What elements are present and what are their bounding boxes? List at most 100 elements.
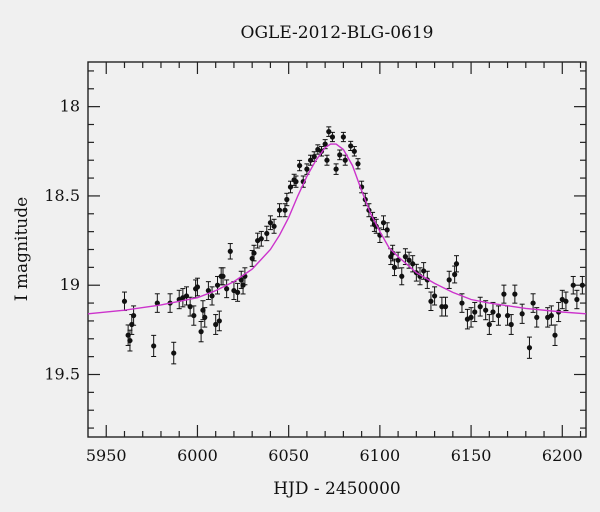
data-point <box>234 282 241 302</box>
data-marker <box>574 296 580 303</box>
data-marker <box>490 309 496 315</box>
data-marker <box>570 282 576 288</box>
data-marker <box>333 166 339 172</box>
data-marker <box>258 236 264 242</box>
data-point <box>442 296 449 317</box>
data-marker <box>238 277 244 283</box>
x-tick-label: 6000 <box>177 446 218 465</box>
data-point <box>490 301 496 323</box>
data-marker <box>213 321 219 328</box>
data-marker <box>486 321 492 328</box>
x-tick-labels: 5950 6000 6050 6100 6150 6200 <box>86 446 583 465</box>
data-marker <box>249 255 255 262</box>
data-point <box>267 215 274 231</box>
data-marker <box>355 161 361 167</box>
plot-frame <box>87 61 587 438</box>
data-point <box>446 270 452 289</box>
y-tick-label: 19 <box>60 275 80 294</box>
data-marker <box>579 282 585 288</box>
data-marker <box>459 300 465 306</box>
data-point <box>180 288 186 308</box>
data-point <box>271 218 277 234</box>
data-point <box>304 163 310 175</box>
data-point <box>519 303 525 324</box>
data-marker <box>548 312 554 319</box>
data-marker <box>125 332 131 338</box>
data-point <box>151 334 157 357</box>
data-marker <box>284 196 290 203</box>
data-point <box>512 284 518 304</box>
data-point <box>486 314 492 335</box>
data-point <box>552 324 558 346</box>
data-point <box>410 255 416 273</box>
data-marker <box>342 157 348 163</box>
data-point <box>431 286 438 306</box>
y-axis-label: I magnitude <box>12 197 32 301</box>
data-point <box>563 291 569 312</box>
data-point <box>264 225 270 242</box>
data-point <box>351 146 357 157</box>
data-point <box>402 248 409 266</box>
data-marker <box>326 129 332 135</box>
x-axis-label: HJD - 2450000 <box>273 479 401 499</box>
data-point <box>579 275 585 295</box>
data-marker <box>293 179 299 185</box>
y-tick-label: 18 <box>60 97 80 116</box>
data-point <box>224 279 230 299</box>
data-point <box>504 305 511 326</box>
data-point <box>121 291 128 312</box>
data-point <box>333 163 339 175</box>
data-marker <box>151 343 157 349</box>
data-marker <box>251 250 257 256</box>
data-point <box>242 267 248 286</box>
x-tick-label: 6100 <box>360 446 401 465</box>
data-marker <box>337 152 343 158</box>
data-marker <box>477 304 483 310</box>
data-marker <box>264 230 270 237</box>
data-marker <box>322 141 328 147</box>
data-marker <box>391 264 398 270</box>
data-point <box>255 232 261 249</box>
data-marker <box>504 312 511 319</box>
data-point <box>183 286 190 306</box>
data-point <box>258 230 264 247</box>
data-marker <box>399 273 405 279</box>
data-marker <box>519 311 525 317</box>
data-marker <box>526 345 533 351</box>
data-point <box>355 158 361 170</box>
data-point <box>171 341 177 365</box>
data-marker <box>439 304 445 310</box>
data-marker <box>324 157 330 163</box>
data-marker <box>187 304 193 310</box>
data-point <box>399 267 405 286</box>
data-marker <box>191 312 197 319</box>
data-marker <box>297 162 303 169</box>
data-marker <box>501 291 507 297</box>
data-marker <box>446 277 452 283</box>
data-marker <box>402 254 409 260</box>
data-point <box>459 293 465 313</box>
data-point <box>187 296 193 317</box>
data-marker <box>216 318 222 324</box>
axis-ticks <box>88 62 586 437</box>
data-marker <box>534 314 540 320</box>
data-marker <box>431 293 438 299</box>
data-point <box>574 289 580 310</box>
data-marker <box>421 268 427 274</box>
x-tick-label: 6050 <box>268 446 309 465</box>
data-marker <box>483 307 489 313</box>
data-point <box>453 255 460 273</box>
data-marker <box>205 287 211 294</box>
data-point <box>284 192 290 207</box>
data-point <box>125 324 131 346</box>
data-point <box>340 131 346 143</box>
data-point <box>209 286 215 306</box>
data-marker <box>220 273 226 279</box>
data-marker <box>329 134 336 140</box>
data-marker <box>131 312 137 319</box>
model-curve <box>87 143 587 315</box>
data-marker <box>351 148 357 154</box>
data-marker <box>410 261 416 267</box>
chart-title: OGLE-2012-BLG-0619 <box>241 23 434 43</box>
